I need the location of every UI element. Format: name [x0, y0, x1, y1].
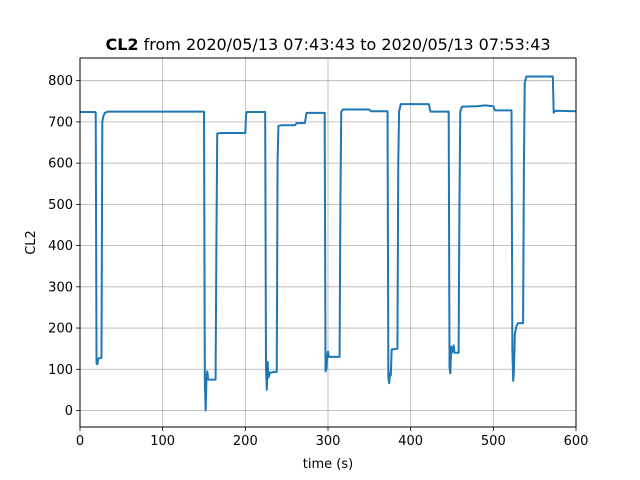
y-tick-label: 500 [48, 198, 73, 213]
series-layer [80, 75, 577, 412]
y-tick-label: 400 [48, 239, 73, 254]
x-tick-label: 400 [398, 434, 423, 449]
series-line [80, 75, 577, 412]
chart-title-bold: CL2 [105, 35, 138, 54]
x-tick-label: 300 [316, 434, 341, 449]
y-axis-ticks: 0 100 200 300 400 500 600 700 800 [48, 74, 80, 419]
y-tick-label: 800 [48, 74, 73, 89]
chart-title: CL2 from 2020/05/13 07:43:43 to 2020/05/… [105, 35, 550, 54]
y-axis-label: CL2 [24, 230, 39, 255]
chart-title-rest: from 2020/05/13 07:43:43 to 2020/05/13 0… [139, 35, 551, 54]
x-axis-ticks: 0 100 200 300 400 500 600 [76, 427, 589, 449]
x-tick-label: 500 [481, 434, 506, 449]
y-tick-label: 0 [65, 404, 73, 419]
x-tick-label: 200 [233, 434, 258, 449]
y-tick-label: 100 [48, 363, 73, 378]
x-tick-label: 0 [76, 434, 84, 449]
y-tick-label: 600 [48, 157, 73, 172]
y-tick-label: 200 [48, 322, 73, 337]
x-tick-label: 100 [150, 434, 175, 449]
x-axis-label: time (s) [303, 457, 353, 472]
x-tick-label: 600 [564, 434, 589, 449]
y-tick-label: 300 [48, 280, 73, 295]
y-tick-label: 700 [48, 115, 73, 130]
